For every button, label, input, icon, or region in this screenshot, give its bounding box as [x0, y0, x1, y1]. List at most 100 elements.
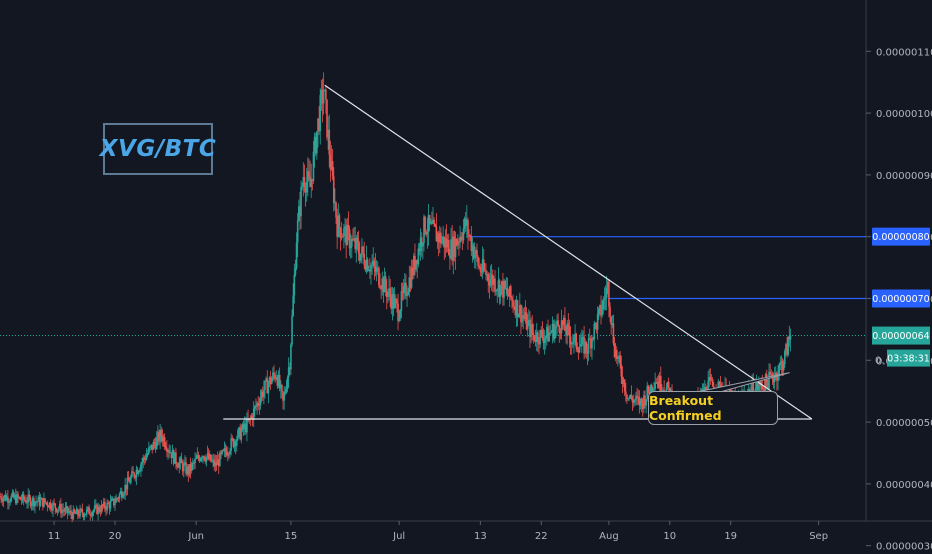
x-tick-label: 22 [535, 531, 548, 542]
price-labels-group: 0.00000080 0.00000070 0.00000064 0. 03:38:31 [872, 227, 930, 367]
candle-body [2, 497, 5, 502]
candle-body [450, 239, 452, 259]
candle-body [643, 395, 645, 409]
candle-body [326, 99, 328, 138]
candle-body [506, 288, 509, 295]
candle-body [438, 232, 441, 243]
candle-body [143, 457, 146, 459]
candle-body [594, 323, 597, 325]
candle-body [418, 248, 421, 252]
candle-body [475, 250, 477, 256]
candle-body [565, 330, 567, 336]
candle-body [373, 260, 376, 267]
y-tick-label: 0.00000100 [876, 109, 932, 120]
candle-body [48, 502, 51, 508]
candle-body [235, 439, 238, 446]
candle-body [192, 462, 194, 464]
candle-body [9, 501, 11, 503]
candle-body [276, 377, 279, 387]
candle-body [307, 171, 309, 182]
candle-body [63, 510, 66, 512]
candle-body [145, 455, 148, 460]
candle-body [88, 507, 90, 515]
candle-body [273, 372, 275, 375]
candle-body [35, 501, 37, 503]
candle-body [570, 342, 573, 345]
candle-body [440, 232, 442, 244]
candle-body [451, 239, 453, 261]
candle-body [452, 236, 455, 261]
descending-resistance-line [324, 84, 813, 420]
candle-body [429, 221, 432, 224]
breakout-annotation: Breakout Confirmed [648, 391, 778, 425]
x-tick-label: 20 [109, 531, 122, 542]
candle-body [113, 498, 115, 506]
candle-body [256, 402, 258, 407]
candle-body [569, 336, 572, 345]
candle-body [299, 206, 301, 217]
candle-body [269, 377, 272, 385]
candle-body [229, 450, 231, 454]
candle-body [123, 493, 125, 497]
candle-body [114, 502, 116, 506]
candle-body [602, 299, 605, 310]
candle-body [328, 129, 331, 155]
candle-body [787, 336, 789, 355]
candle-body [587, 338, 590, 354]
candle-body [708, 377, 711, 381]
candle-body [78, 514, 80, 517]
candle-body [242, 423, 245, 429]
candle-body [167, 450, 169, 452]
candle-body [161, 435, 164, 442]
candle-body [140, 464, 142, 471]
candle-body [365, 259, 368, 271]
candle-body [760, 381, 762, 385]
candle-body [487, 274, 490, 281]
candle-body [543, 338, 546, 344]
candle-body [14, 495, 17, 504]
candle-body [773, 376, 776, 383]
y-tick-label: 0.00000090 [876, 171, 932, 182]
candle-body [595, 323, 598, 330]
candle-body [4, 495, 7, 501]
candle-body [482, 259, 485, 270]
candle-body [772, 378, 775, 383]
candle-body [12, 492, 15, 498]
candle-body [599, 305, 601, 309]
level-price-label: 0.00000080 [872, 232, 929, 243]
candle-body [144, 458, 147, 460]
candle-body [282, 391, 284, 401]
candle-body [646, 385, 649, 400]
candle-body [259, 397, 262, 406]
candle-body [561, 320, 564, 325]
candle-body [296, 220, 299, 243]
candle-body [494, 278, 496, 292]
candle-body [497, 280, 500, 291]
candle-body [761, 384, 764, 390]
candle-body [572, 342, 574, 344]
candle-body [106, 502, 108, 511]
candle-body [540, 330, 543, 332]
level-price-label: 0.00000070 [872, 294, 929, 305]
candle-body [539, 330, 541, 345]
candle-body [65, 506, 68, 509]
candle-body [585, 341, 588, 351]
candle-body [126, 477, 129, 490]
candle-body [382, 278, 385, 293]
candle-body [47, 506, 50, 508]
candle-body [80, 508, 82, 510]
candle-body [409, 277, 412, 288]
candle-body [610, 316, 612, 325]
candle-body [222, 450, 225, 452]
candle-body [8, 501, 10, 503]
candle-body [428, 215, 431, 224]
candle-body [397, 303, 399, 322]
candle-body [394, 298, 397, 301]
candle-body [657, 382, 660, 388]
candle-body [329, 154, 332, 170]
candle-body [401, 291, 404, 294]
candle-body [455, 239, 458, 246]
x-tick-label: 19 [724, 531, 737, 542]
